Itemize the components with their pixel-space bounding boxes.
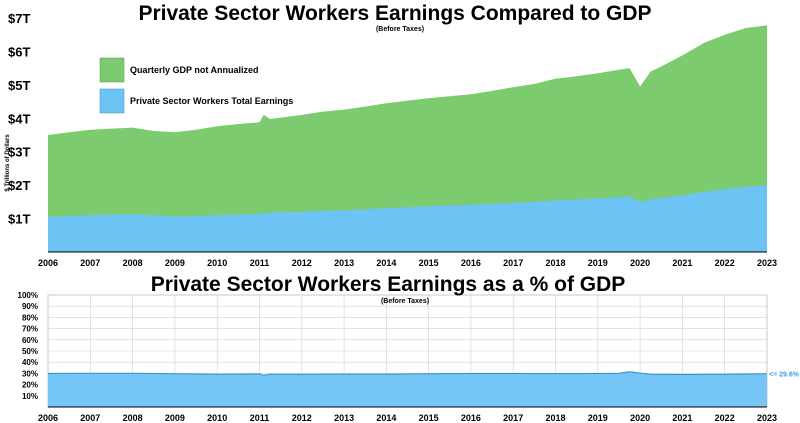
line-series-earnings-pct	[47, 371, 768, 376]
x-tick-label: 2013	[334, 258, 354, 268]
y-tick-label: 90%	[22, 302, 38, 311]
x-tick-label: 2011	[250, 413, 270, 423]
x-tick-label: 2022	[715, 258, 735, 268]
bottom-chart-subtitle: (Before Taxes)	[381, 298, 429, 305]
x-tick-label: 2014	[376, 413, 396, 423]
x-tick-label: 2006	[38, 258, 58, 268]
y-tick-label: $7T	[8, 11, 30, 26]
x-tick-label: 2021	[672, 258, 692, 268]
x-tick-label: 2007	[80, 258, 100, 268]
x-tick-label: 2008	[123, 258, 143, 268]
x-tick-label: 2022	[715, 413, 735, 423]
bottom-area-series	[47, 371, 768, 407]
top-x-tick-labels: 2006 2007 2008 2009 2010 2011 2012 2013 2014 2015…	[38, 258, 777, 268]
y-tick-label: 10%	[22, 392, 38, 401]
x-tick-label: 2017	[503, 258, 523, 268]
x-tick-label: 2009	[165, 258, 185, 268]
x-tick-label: 2020	[630, 258, 650, 268]
top-y-axis-label: $ Trillions of Dollars	[5, 134, 11, 192]
x-tick-label: 2023	[757, 413, 777, 423]
gdp-vs-earnings-chart: $1T$2T$3T$4T$5T$6T$7T 2006 2007 2008 2009 20…	[5, 2, 777, 268]
x-tick-label: 2012	[292, 413, 312, 423]
y-tick-label: 100%	[18, 291, 38, 300]
x-tick-label: 2008	[123, 413, 143, 423]
y-tick-label: $6T	[8, 44, 30, 59]
area-series-earnings	[48, 185, 767, 252]
y-tick-label: $3T	[8, 145, 30, 160]
latest-value-annotation: <= 29.6%	[769, 371, 800, 378]
area-series-earnings-pct	[48, 371, 767, 407]
x-tick-label: 2020	[630, 413, 650, 423]
x-tick-label: 2015	[419, 258, 439, 268]
x-tick-label: 2016	[461, 413, 481, 423]
y-tick-label: 70%	[22, 325, 38, 334]
y-tick-label: $2T	[8, 178, 30, 193]
top-area-series	[48, 25, 767, 253]
x-tick-label: 2019	[588, 258, 608, 268]
top-chart-title: Private Sector Workers Earnings Compared…	[138, 2, 651, 25]
x-tick-label: 2010	[207, 258, 227, 268]
y-tick-label: 60%	[22, 336, 38, 345]
x-tick-label: 2009	[165, 413, 185, 423]
y-tick-label: $5T	[8, 78, 30, 93]
top-y-tick-labels: $1T $2T $3T $4T $5T $6T $7T	[8, 11, 30, 227]
bottom-x-tick-labels: 2006 2007 2008 2009 2010 2011 2012 2013 2014 2015…	[38, 413, 777, 423]
legend-swatch-gdp	[99, 57, 125, 83]
x-tick-label: 2006	[38, 413, 58, 423]
x-tick-label: 2017	[503, 413, 523, 423]
top-chart-subtitle: (Before Taxes)	[376, 26, 424, 33]
x-tick-label: 2011	[250, 258, 270, 268]
x-tick-label: 2016	[461, 258, 481, 268]
x-tick-label: 2012	[292, 258, 312, 268]
x-tick-label: 2018	[545, 413, 565, 423]
x-tick-label: 2013	[334, 413, 354, 423]
y-tick-label: 80%	[22, 313, 38, 322]
top-legend: Quarterly GDP not Annualized Private Sec…	[99, 57, 293, 114]
x-tick-label: 2014	[376, 258, 396, 268]
bottom-chart-title: Private Sector Workers Earnings as a % o…	[151, 273, 626, 296]
x-tick-label: 2015	[419, 413, 439, 423]
x-tick-label: 2019	[588, 413, 608, 423]
x-tick-label: 2021	[672, 413, 692, 423]
y-tick-label: 40%	[22, 358, 38, 367]
y-tick-label: 50%	[22, 347, 38, 356]
y-tick-label: $1T	[8, 212, 30, 227]
legend-label-gdp: Quarterly GDP not Annualized	[130, 65, 259, 75]
earnings-pct-gdp-chart: 10% 20% 30% 40% 50% 60% 70% 80% 90% 100% 2006 2007…	[18, 273, 800, 423]
x-tick-label: 2023	[757, 258, 777, 268]
y-tick-label: $4T	[8, 111, 30, 126]
y-tick-label: 20%	[22, 381, 38, 390]
x-tick-label: 2018	[545, 258, 565, 268]
x-tick-label: 2007	[80, 413, 100, 423]
x-tick-label: 2010	[207, 413, 227, 423]
bottom-y-tick-labels: 10% 20% 30% 40% 50% 60% 70% 80% 90% 100%	[18, 291, 38, 401]
legend-label-earnings: Private Sector Workers Total Earnings	[130, 96, 293, 106]
y-tick-label: 30%	[22, 369, 38, 378]
area-series-gdp	[48, 25, 767, 253]
legend-swatch-earnings	[99, 88, 125, 114]
